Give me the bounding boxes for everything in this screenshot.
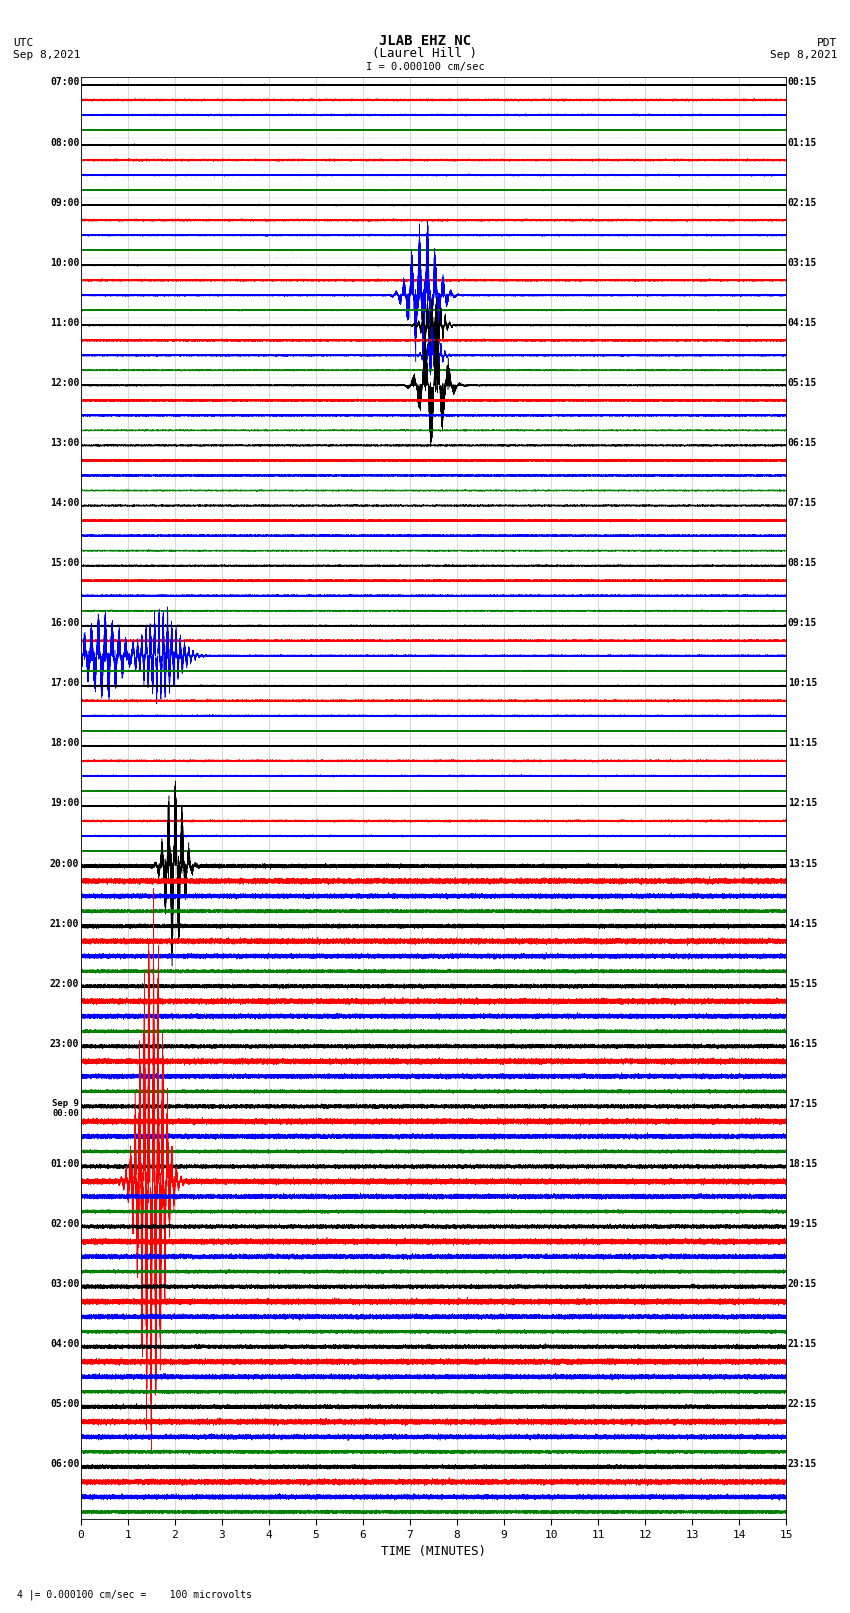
Text: 16:15: 16:15 [788, 1039, 817, 1048]
Text: 20:00: 20:00 [50, 858, 79, 868]
Text: 01:00: 01:00 [50, 1158, 79, 1169]
Text: Sep 8,2021: Sep 8,2021 [13, 50, 80, 60]
Text: 03:00: 03:00 [50, 1279, 79, 1289]
Text: 19:15: 19:15 [788, 1219, 817, 1229]
Text: 23:00: 23:00 [50, 1039, 79, 1048]
Text: 10:15: 10:15 [788, 679, 817, 689]
Text: I = 0.000100 cm/sec: I = 0.000100 cm/sec [366, 61, 484, 71]
X-axis label: TIME (MINUTES): TIME (MINUTES) [381, 1545, 486, 1558]
Text: 22:00: 22:00 [50, 979, 79, 989]
Text: 15:00: 15:00 [50, 558, 79, 568]
Text: 08:15: 08:15 [788, 558, 817, 568]
Text: (Laurel Hill ): (Laurel Hill ) [372, 47, 478, 60]
Text: 15:15: 15:15 [788, 979, 817, 989]
Text: 11:00: 11:00 [50, 318, 79, 327]
Text: 02:15: 02:15 [788, 198, 817, 208]
Text: 19:00: 19:00 [50, 798, 79, 808]
Text: 05:15: 05:15 [788, 377, 817, 387]
Text: 06:00: 06:00 [50, 1460, 79, 1469]
Text: 04:00: 04:00 [50, 1339, 79, 1348]
Text: 08:00: 08:00 [50, 137, 79, 147]
Text: 03:15: 03:15 [788, 258, 817, 268]
Text: 09:15: 09:15 [788, 618, 817, 627]
Text: 17:15: 17:15 [788, 1098, 817, 1108]
Text: 18:15: 18:15 [788, 1158, 817, 1169]
Text: 04:15: 04:15 [788, 318, 817, 327]
Text: 21:00: 21:00 [50, 919, 79, 929]
Text: 13:15: 13:15 [788, 858, 817, 868]
Text: PDT: PDT [817, 37, 837, 47]
Text: 07:00: 07:00 [50, 77, 79, 87]
Text: 18:00: 18:00 [50, 739, 79, 748]
Text: 4 |= 0.000100 cm/sec =    100 microvolts: 4 |= 0.000100 cm/sec = 100 microvolts [17, 1589, 252, 1600]
Text: 20:15: 20:15 [788, 1279, 817, 1289]
Text: Sep 9
00:00: Sep 9 00:00 [53, 1098, 79, 1118]
Text: 07:15: 07:15 [788, 498, 817, 508]
Text: 23:15: 23:15 [788, 1460, 817, 1469]
Text: 21:15: 21:15 [788, 1339, 817, 1348]
Text: 17:00: 17:00 [50, 679, 79, 689]
Text: 13:00: 13:00 [50, 437, 79, 448]
Text: 00:15: 00:15 [788, 77, 817, 87]
Text: 22:15: 22:15 [788, 1400, 817, 1410]
Text: 09:00: 09:00 [50, 198, 79, 208]
Text: 10:00: 10:00 [50, 258, 79, 268]
Text: 12:00: 12:00 [50, 377, 79, 387]
Text: 12:15: 12:15 [788, 798, 817, 808]
Text: 01:15: 01:15 [788, 137, 817, 147]
Text: 16:00: 16:00 [50, 618, 79, 627]
Text: 14:15: 14:15 [788, 919, 817, 929]
Text: Sep 8,2021: Sep 8,2021 [770, 50, 837, 60]
Text: UTC: UTC [13, 37, 33, 47]
Text: 11:15: 11:15 [788, 739, 817, 748]
Text: 06:15: 06:15 [788, 437, 817, 448]
Text: 14:00: 14:00 [50, 498, 79, 508]
Text: JLAB EHZ NC: JLAB EHZ NC [379, 34, 471, 47]
Text: 05:00: 05:00 [50, 1400, 79, 1410]
Text: 02:00: 02:00 [50, 1219, 79, 1229]
